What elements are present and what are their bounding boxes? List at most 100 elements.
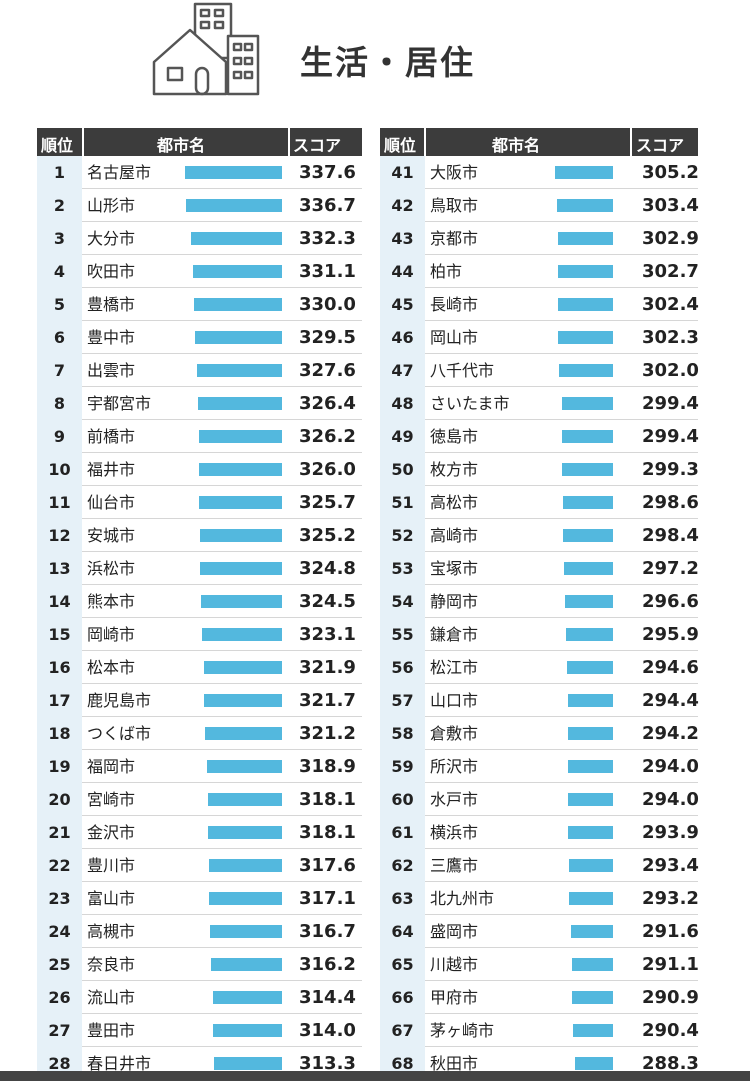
row-divider [425,188,698,189]
city-name: 浜松市 [87,559,136,578]
rank-cell: 66 [380,981,425,1014]
score-bar [571,925,613,938]
score-value: 290.9 [642,987,699,1008]
score-value: 325.7 [299,492,356,513]
table-row: 42 鳥取市 303.4 [380,189,699,222]
score-value: 291.1 [642,954,699,975]
city-name: 流山市 [87,988,136,1007]
row-divider [82,584,362,585]
table-row: 50 枚方市 299.3 [380,453,699,486]
row-divider [425,881,698,882]
rank-cell: 55 [380,618,425,651]
score-value: 302.3 [642,327,699,348]
score-value: 332.3 [299,228,356,249]
score-value: 302.4 [642,294,699,315]
score-value: 326.0 [299,459,356,480]
rank-cell: 50 [380,453,425,486]
rank-cell: 15 [37,618,82,651]
rank-cell: 22 [37,849,82,882]
city-name: 高崎市 [430,526,479,545]
city-name: つくば市 [87,724,152,743]
row-divider [425,518,698,519]
row-divider [425,914,698,915]
rank-cell: 18 [37,717,82,750]
score-value: 294.6 [642,657,699,678]
score-value: 321.9 [299,657,356,678]
row-divider [425,254,698,255]
rank-cell: 14 [37,585,82,618]
score-bar [568,826,613,839]
score-value: 294.0 [642,789,699,810]
score-value: 302.7 [642,261,699,282]
score-value: 318.9 [299,756,356,777]
table-body: 1 名古屋市 337.6 2 山形市 336.7 3 大分市 332.3 4 吹田市 331.1 5 豊橋… [37,156,362,1080]
city-name: 横浜市 [430,823,479,842]
score-value: 316.7 [299,921,356,942]
row-divider [425,716,698,717]
score-value: 329.5 [299,327,356,348]
table-row: 51 高松市 298.6 [380,486,699,519]
city-name: 倉敷市 [430,724,479,743]
score-bar [194,331,282,344]
table-row: 64 盛岡市 291.6 [380,915,699,948]
table-row: 24 高槻市 316.7 [37,915,362,948]
rank-cell: 46 [380,321,425,354]
table-row: 60 水戸市 294.0 [380,783,699,816]
row-divider [425,1013,698,1014]
table-row: 18 つくば市 321.2 [37,717,362,750]
score-bar [199,496,282,509]
score-bar [203,661,282,674]
row-divider [82,1013,362,1014]
table-row: 3 大分市 332.3 [37,222,362,255]
score-bar [561,430,613,443]
score-value: 305.2 [642,162,699,183]
score-bar [200,595,282,608]
rank-cell: 5 [37,288,82,321]
row-divider [425,221,698,222]
score-value: 302.9 [642,228,699,249]
city-name: 奈良市 [87,955,136,974]
table-row: 58 倉敷市 294.2 [380,717,699,750]
score-bar [568,793,613,806]
city-name: 安城市 [87,526,136,545]
table-row: 46 岡山市 302.3 [380,321,699,354]
rank-cell: 25 [37,948,82,981]
city-name: 吹田市 [87,262,136,281]
city-column-header: 都市名 [157,136,206,155]
row-divider [425,452,698,453]
score-value: 303.4 [642,195,699,216]
city-name: 松本市 [87,658,136,677]
score-bar [210,958,282,971]
score-bar [208,793,282,806]
rank-cell: 26 [37,981,82,1014]
score-bar [567,727,613,740]
table-row: 4 吹田市 331.1 [37,255,362,288]
city-name: 豊川市 [87,856,136,875]
rank-cell: 53 [380,552,425,585]
score-bar [198,463,282,476]
city-name: 金沢市 [87,823,136,842]
score-value: 299.4 [642,426,699,447]
rank-cell: 64 [380,915,425,948]
rank-cell: 48 [380,387,425,420]
score-bar [565,628,613,641]
table-row: 66 甲府市 290.9 [380,981,699,1014]
score-bar [558,364,613,377]
score-value: 326.4 [299,393,356,414]
row-divider [82,716,362,717]
rank-cell: 9 [37,420,82,453]
table-header: 順位 都市名 スコア [380,128,698,156]
score-bar [208,826,282,839]
row-divider [425,749,698,750]
row-divider [425,551,698,552]
row-divider [82,881,362,882]
score-bar [564,562,613,575]
table-row: 62 三鷹市 293.4 [380,849,699,882]
score-value: 298.6 [642,492,699,513]
table-row: 9 前橋市 326.2 [37,420,362,453]
row-divider [82,452,362,453]
row-divider [425,1046,698,1047]
score-value: 313.3 [299,1053,356,1074]
score-bar [557,232,613,245]
city-name: 茅ヶ崎市 [430,1021,495,1040]
